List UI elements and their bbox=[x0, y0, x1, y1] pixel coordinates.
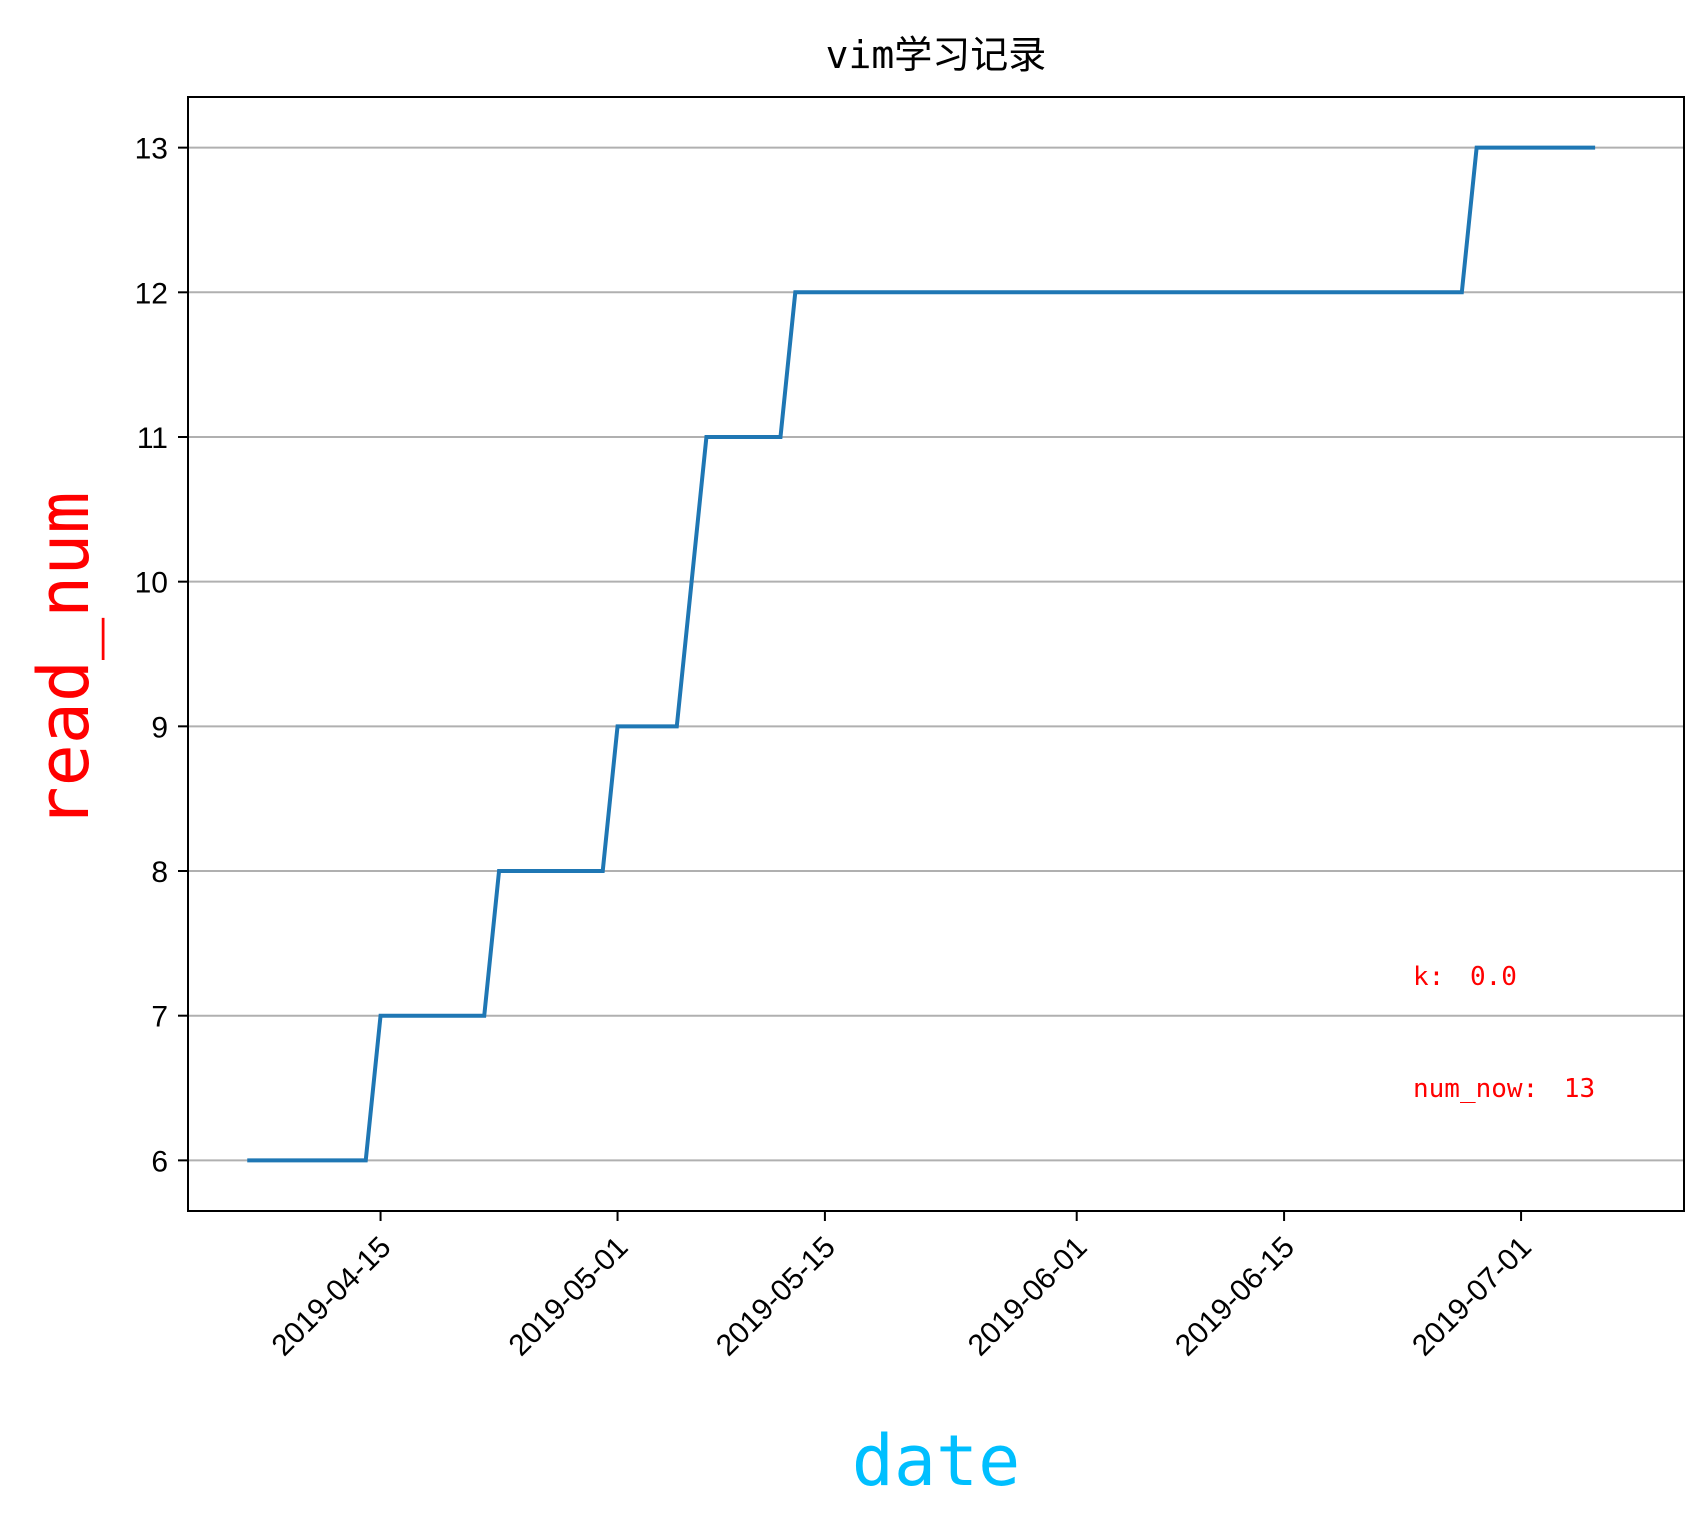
y-tick-label: 11 bbox=[137, 422, 168, 455]
y-tick-label: 6 bbox=[151, 1145, 168, 1178]
y-tick-label: 12 bbox=[135, 277, 168, 310]
series-layer bbox=[247, 145, 1596, 1163]
y-tick-label: 9 bbox=[151, 711, 168, 744]
annotation-k: k: 0.0 bbox=[1413, 962, 1517, 992]
x-tick-label: 2019-05-15 bbox=[710, 1231, 842, 1363]
y-axis-ticks: 6 7 8 9 10 11 12 13 bbox=[135, 133, 188, 1178]
annotation-k-label: k: bbox=[1413, 962, 1444, 992]
annotation-num-now-value: 13 bbox=[1564, 1074, 1595, 1104]
x-tick-label: 2019-06-15 bbox=[1169, 1231, 1301, 1363]
annotation-k-value: 0.0 bbox=[1470, 962, 1517, 992]
x-axis-ticks: 2019-04-15 2019-05-01 2019-05-15 2019-06-01… bbox=[266, 1211, 1538, 1362]
x-axis-label: date bbox=[852, 1420, 1021, 1502]
chart-title: vim学习记录 bbox=[826, 33, 1047, 77]
y-tick-label: 13 bbox=[135, 133, 168, 166]
x-tick-label: 2019-05-01 bbox=[503, 1231, 635, 1363]
x-tick-label: 2019-04-15 bbox=[266, 1231, 398, 1363]
x-tick-label: 2019-07-01 bbox=[1406, 1231, 1538, 1363]
annotation-num-now-label: num_now: bbox=[1413, 1074, 1538, 1104]
y-tick-label: 10 bbox=[135, 567, 168, 600]
x-tick-label: 2019-06-01 bbox=[962, 1231, 1094, 1363]
y-axis-label: read_num bbox=[23, 491, 105, 828]
annotation-num-now: num_now: 13 bbox=[1413, 1074, 1595, 1104]
y-tick-label: 8 bbox=[151, 856, 168, 889]
series-line bbox=[247, 145, 1596, 1163]
gridlines bbox=[188, 146, 1684, 1162]
plot-area-frame bbox=[187, 96, 1685, 1212]
y-tick-label: 7 bbox=[151, 1001, 168, 1034]
